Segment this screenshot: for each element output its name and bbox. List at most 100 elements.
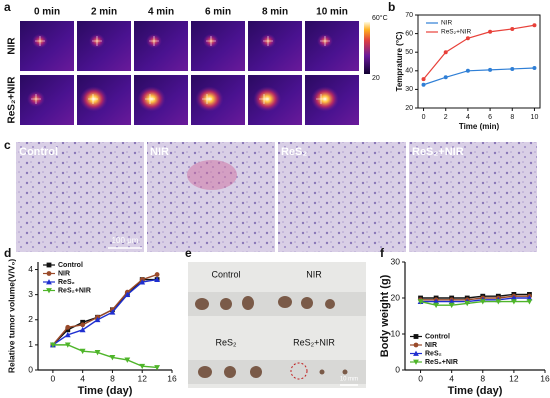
- marker: [124, 357, 131, 363]
- photo-label: NIR: [306, 269, 322, 279]
- legend-label: ReS₂: [425, 350, 442, 357]
- marker: [154, 365, 161, 371]
- histology-label: NIR: [150, 146, 169, 158]
- crosshair: [263, 36, 273, 46]
- crosshair: [88, 94, 98, 104]
- marker: [448, 302, 455, 309]
- histology-label: Control: [19, 146, 58, 158]
- marker: [46, 279, 52, 285]
- marker: [532, 23, 537, 28]
- marker: [488, 29, 493, 34]
- column-label: 4 min: [148, 7, 174, 18]
- crosshair: [149, 36, 159, 46]
- panel-label: f: [380, 246, 385, 260]
- crosshair: [206, 36, 216, 46]
- y-tick-label: 3: [28, 289, 33, 299]
- series-line: [420, 300, 530, 306]
- crosshair: [259, 94, 269, 104]
- marker: [510, 26, 515, 31]
- legend-label: Control: [425, 333, 450, 340]
- marker: [46, 271, 52, 276]
- marker: [139, 363, 146, 370]
- marker: [49, 342, 56, 348]
- legend-label: NIR: [441, 20, 453, 27]
- photo-strip: [188, 360, 366, 384]
- crosshair: [320, 36, 330, 46]
- x-tick-label: 16: [167, 373, 177, 383]
- marker: [94, 350, 101, 356]
- thermal-image: [248, 21, 302, 71]
- thermal-image: [77, 21, 131, 71]
- marker: [488, 67, 493, 72]
- marker: [433, 302, 440, 309]
- thermal-image: [20, 21, 74, 71]
- marker: [46, 262, 52, 268]
- marker: [94, 316, 101, 323]
- series-line: [420, 297, 530, 303]
- row-label: NIR: [7, 37, 18, 55]
- histology-image: [278, 142, 406, 252]
- marker: [413, 359, 419, 365]
- tumors: [195, 296, 348, 378]
- colorbar-min: 20: [372, 75, 380, 82]
- x-tick-label: 0: [418, 373, 423, 383]
- crosshair: [35, 36, 45, 46]
- panel-label: e: [185, 246, 192, 260]
- y-tick-label: 0: [28, 364, 33, 374]
- highlight-circle: [290, 362, 308, 380]
- column-label: 10 min: [316, 7, 348, 18]
- x-tick-label: 16: [540, 373, 550, 383]
- y-tick-label: 20: [405, 105, 413, 112]
- marker: [443, 75, 448, 80]
- x-tick-label: 8: [480, 373, 485, 383]
- scale-label: 100 μm: [112, 236, 139, 245]
- x-tick-label: 4: [466, 114, 470, 121]
- scale-label: 10 mm: [340, 377, 358, 383]
- photo-panel: Control NIR ReS₂ ReS₂+NIR 10 mm: [188, 262, 366, 388]
- crosshair: [145, 94, 155, 104]
- marker: [510, 295, 517, 301]
- plot-frame: [417, 14, 541, 109]
- photo-strip: [188, 292, 366, 316]
- y-axis-label: Relative tumor volume(V/V₀): [6, 259, 16, 374]
- x-tick-label: 8: [510, 114, 514, 121]
- x-tick-label: 2: [444, 114, 448, 121]
- x-tick-label: 0: [51, 373, 56, 383]
- y-tick-label: 60: [405, 30, 413, 37]
- y-tick-label: 50: [405, 49, 413, 56]
- legend-label: Control: [58, 262, 83, 269]
- marker: [421, 82, 426, 87]
- x-tick-label: 0: [422, 114, 426, 121]
- series-line: [52, 344, 158, 369]
- marker: [526, 299, 533, 305]
- marker: [495, 299, 502, 305]
- crosshair: [92, 36, 102, 46]
- panel-label: a: [4, 0, 11, 14]
- y-tick-label: 30: [391, 256, 401, 266]
- marker: [413, 334, 419, 339]
- marker: [109, 309, 116, 315]
- y-axis-label: Body weight (g): [379, 274, 391, 357]
- marker: [80, 319, 86, 325]
- marker: [433, 298, 440, 304]
- stain: [187, 160, 237, 190]
- marker: [479, 299, 486, 305]
- y-tick-label: 20: [391, 292, 401, 302]
- photo-label: ReS₂+NIR: [293, 337, 335, 347]
- marker: [154, 276, 161, 282]
- series-line: [420, 295, 530, 301]
- series-line: [52, 273, 158, 346]
- panel-label: b: [388, 0, 395, 14]
- thermal-image: [134, 21, 188, 71]
- marker: [464, 301, 471, 307]
- marker: [46, 288, 52, 294]
- x-tick-label: 12: [137, 373, 147, 383]
- histology-image: [147, 142, 275, 252]
- crosshair: [202, 94, 212, 104]
- crosshair: [316, 94, 326, 104]
- marker: [510, 66, 515, 71]
- marker: [139, 279, 146, 285]
- column-label: 2 min: [91, 7, 117, 18]
- y-tick-label: 4: [28, 264, 33, 274]
- histology-label: ReS₂: [281, 146, 307, 158]
